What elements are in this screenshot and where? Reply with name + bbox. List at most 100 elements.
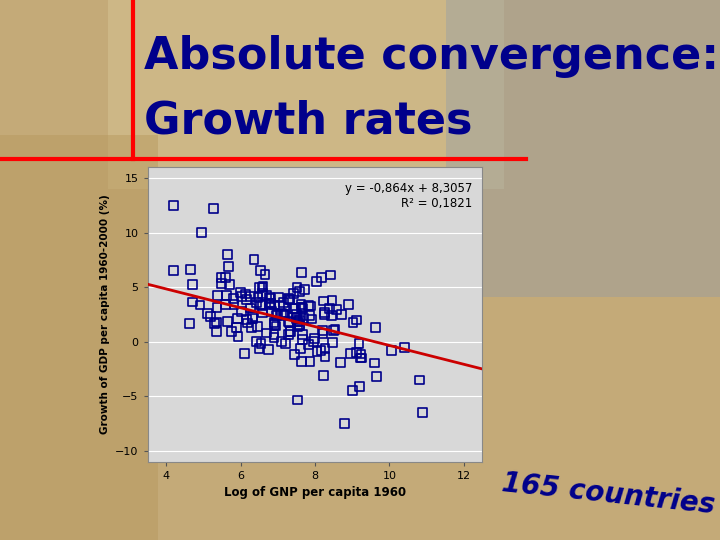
Point <box>369 359 381 367</box>
Point <box>255 300 266 309</box>
Point <box>311 277 323 286</box>
Point <box>319 352 330 361</box>
Point <box>254 284 266 292</box>
Point <box>256 283 268 292</box>
Point <box>264 294 276 303</box>
Point <box>297 314 309 323</box>
Point <box>351 315 362 324</box>
Point <box>294 320 305 328</box>
Point <box>336 310 347 319</box>
Point <box>235 307 247 316</box>
Point <box>208 204 220 213</box>
Point <box>210 318 222 326</box>
Bar <box>108 0 504 189</box>
Point <box>417 408 428 417</box>
Point <box>290 315 302 323</box>
Point <box>259 271 271 279</box>
Point <box>245 303 256 312</box>
Point <box>283 294 294 302</box>
Point <box>294 316 305 325</box>
Point <box>278 309 289 318</box>
Point <box>278 310 289 319</box>
Point <box>168 201 179 210</box>
Point <box>228 300 240 309</box>
Point <box>294 287 305 296</box>
Point <box>292 323 304 332</box>
Point <box>339 419 351 428</box>
Point <box>254 266 266 275</box>
Point <box>265 299 276 308</box>
Point <box>224 280 235 289</box>
Point <box>345 349 356 357</box>
Point <box>222 250 233 259</box>
Point <box>326 296 338 305</box>
Point <box>220 291 232 300</box>
Point <box>233 332 244 341</box>
Point <box>279 311 290 320</box>
Point <box>327 338 338 347</box>
Point <box>266 307 277 316</box>
Point <box>271 309 283 318</box>
Point <box>284 319 295 327</box>
Point <box>246 314 258 322</box>
Point <box>288 305 300 313</box>
Point <box>356 354 367 362</box>
Point <box>305 357 316 366</box>
Point <box>215 273 227 282</box>
Point <box>222 318 233 326</box>
Point <box>235 288 246 297</box>
Point <box>296 303 307 312</box>
Point <box>220 300 231 309</box>
Point <box>261 292 272 300</box>
Point <box>304 311 315 320</box>
Text: 165 countries: 165 countries <box>500 469 716 519</box>
Point <box>202 309 213 318</box>
Point <box>264 300 275 309</box>
Point <box>315 346 327 355</box>
Point <box>343 300 354 309</box>
Point <box>318 329 329 338</box>
Point <box>261 328 272 337</box>
Point <box>288 289 300 298</box>
Point <box>295 357 307 366</box>
Point <box>294 345 306 353</box>
Point <box>335 359 346 367</box>
Point <box>295 268 307 276</box>
Point <box>284 295 295 304</box>
Point <box>245 292 256 301</box>
Text: Absolute convergence:: Absolute convergence: <box>144 35 719 78</box>
Point <box>273 293 284 302</box>
Bar <box>446 0 720 297</box>
Point <box>248 255 260 264</box>
Point <box>292 318 303 326</box>
Point <box>325 271 336 279</box>
Point <box>255 339 266 347</box>
Point <box>278 299 289 307</box>
Point <box>196 228 207 237</box>
Point <box>186 280 198 289</box>
Point <box>251 338 262 346</box>
Point <box>326 312 338 320</box>
Point <box>246 323 257 332</box>
Point <box>292 318 303 326</box>
Point <box>413 376 425 384</box>
Text: y = -0,864x + 8,3057
R² = 0,1821: y = -0,864x + 8,3057 R² = 0,1821 <box>345 182 472 210</box>
Point <box>316 273 328 281</box>
Point <box>274 301 285 309</box>
Point <box>318 296 329 305</box>
Point <box>302 340 314 349</box>
Y-axis label: Growth of GDP per capita 1960-2000 (%): Growth of GDP per capita 1960-2000 (%) <box>99 195 109 434</box>
Point <box>324 304 336 313</box>
Point <box>317 326 328 335</box>
Point <box>168 266 179 275</box>
Point <box>270 322 282 330</box>
Point <box>319 344 330 353</box>
Point <box>257 289 269 298</box>
Point <box>399 343 410 352</box>
Point <box>353 339 364 348</box>
Point <box>291 310 302 319</box>
Point <box>268 318 279 327</box>
Point <box>347 318 359 327</box>
Point <box>289 304 300 313</box>
Point <box>302 301 314 310</box>
